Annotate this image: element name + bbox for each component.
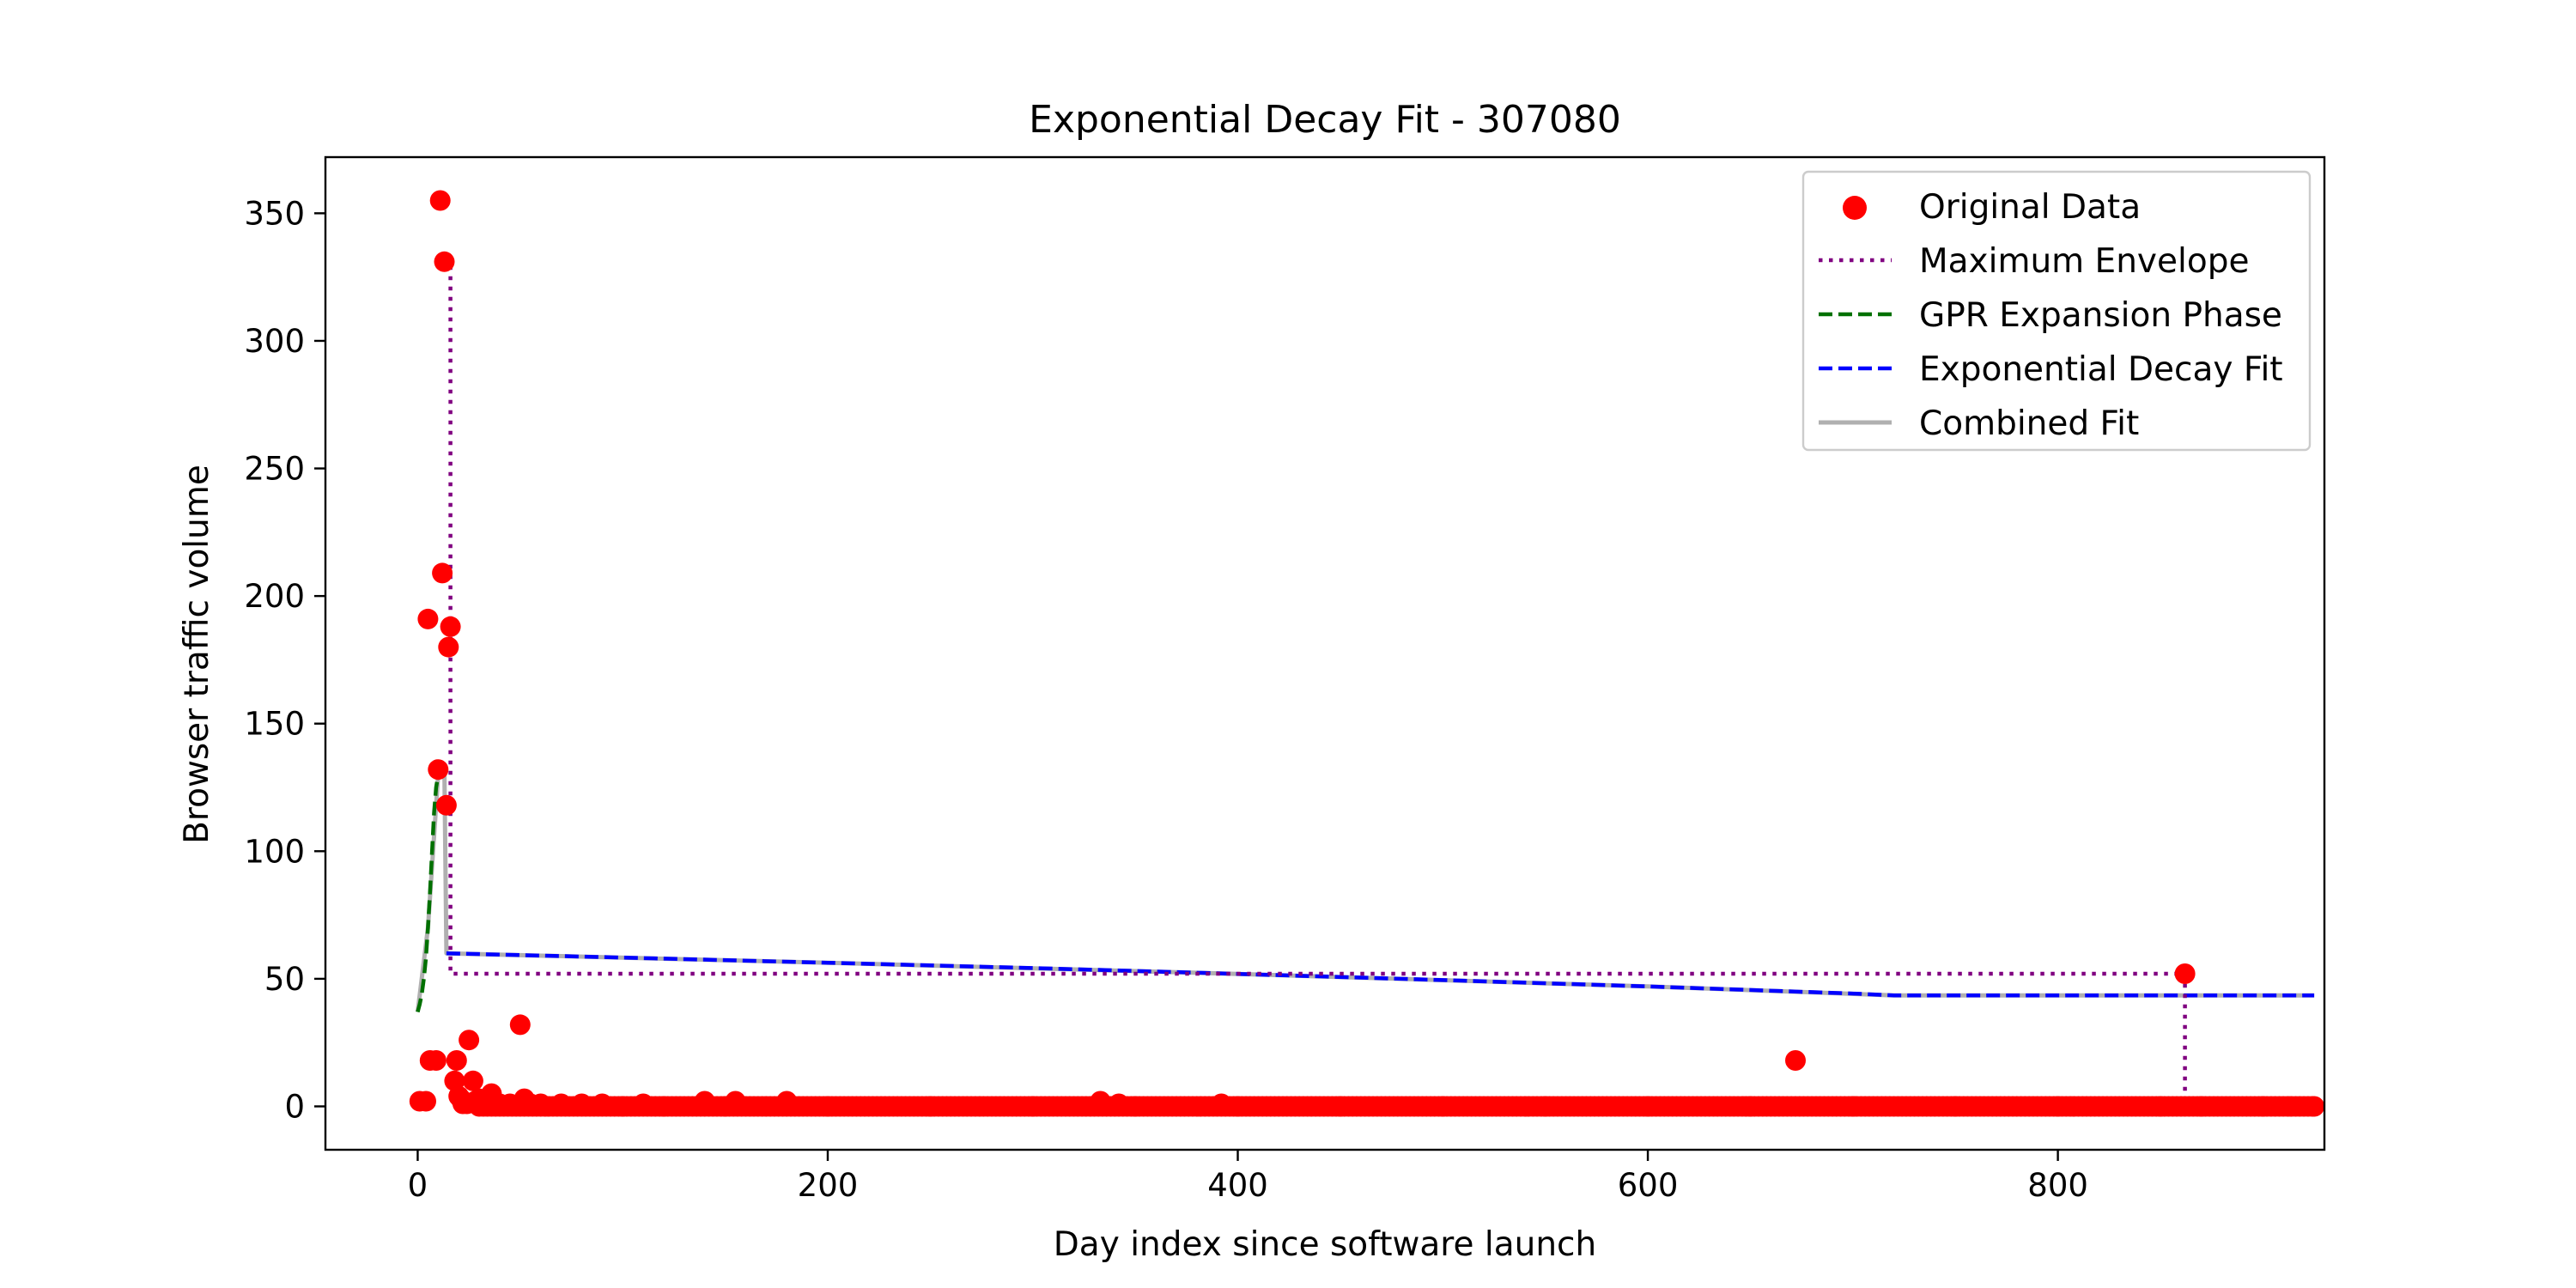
maximum-envelope-legend-label: Maximum Envelope [1919, 242, 2249, 281]
data-point [446, 1050, 467, 1071]
data-point [2174, 963, 2196, 984]
x-tick-label: 400 [1207, 1167, 1268, 1204]
x-tick-label: 600 [1618, 1167, 1679, 1204]
combined-fit-legend-label: Combined Fit [1919, 404, 2139, 443]
y-tick-label: 300 [244, 323, 305, 360]
data-point [432, 562, 453, 584]
data-point [416, 1091, 436, 1112]
x-tick-label: 0 [408, 1167, 428, 1204]
data-point [425, 1050, 447, 1071]
y-tick-label: 350 [244, 195, 305, 232]
data-point [434, 251, 455, 272]
y-tick-label: 150 [244, 706, 305, 743]
data-point [2301, 1096, 2323, 1117]
y-axis-label: Browser traffic volume [178, 465, 216, 844]
data-point [440, 616, 461, 637]
plot-frame [324, 155, 2326, 1151]
data-point [428, 759, 449, 781]
x-axis-label: Day index since software launch [1054, 1225, 1596, 1264]
data-point [1785, 1050, 1806, 1071]
exponential-decay-fit-line [446, 951, 2315, 998]
original-data-legend-marker [1843, 196, 1867, 220]
y-tick-label: 200 [244, 578, 305, 615]
chart-title: Exponential Decay Fit - 307080 [1029, 98, 1621, 142]
data-point [509, 1014, 531, 1036]
original-data-legend-label: Original Data [1919, 188, 2141, 227]
data-point [459, 1030, 480, 1051]
axis-ticks: 0 200 400 600 800 0 50 100 150 200 250 300 350 [244, 195, 2088, 1204]
exponential-decay-fit-legend-label: Exponential Decay Fit [1919, 350, 2283, 389]
gpr-expansion-phase-legend-label: GPR Expansion Phase [1919, 296, 2282, 335]
data-point [429, 190, 451, 211]
plot-series [409, 190, 2324, 1117]
y-tick-label: 0 [284, 1088, 305, 1125]
data-point [417, 608, 439, 629]
plot-area [409, 190, 2324, 1117]
x-tick-label: 200 [798, 1167, 859, 1204]
y-tick-label: 50 [264, 961, 305, 998]
legend: Original Data Maximum Envelope GPR Expansi… [1801, 170, 2312, 452]
y-tick-label: 250 [244, 451, 305, 488]
data-point [462, 1070, 483, 1091]
y-tick-label: 100 [244, 833, 305, 870]
data-point [438, 636, 459, 658]
data-point [435, 794, 457, 816]
legend-box [1801, 170, 2312, 452]
x-tick-label: 800 [2027, 1167, 2088, 1204]
